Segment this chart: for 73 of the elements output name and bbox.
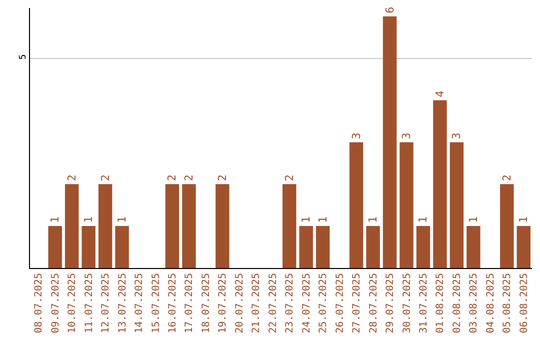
- bar: [299, 226, 313, 268]
- data-label: 2: [216, 174, 229, 182]
- data-label: 1: [116, 216, 129, 224]
- bar: [115, 226, 129, 268]
- bar: [165, 184, 180, 268]
- x-tick-label: 26.07.2025: [334, 273, 346, 334]
- data-label: 1: [416, 216, 430, 224]
- x-tick-label: 16.07.2025: [167, 273, 178, 334]
- bar: [48, 226, 62, 268]
- bar: [516, 226, 530, 268]
- bar: [98, 184, 112, 268]
- bar: [282, 184, 296, 268]
- x-tick-label: 25.07.2025: [318, 273, 330, 334]
- bar: [466, 226, 480, 268]
- bar: [433, 100, 447, 268]
- x-tick-label: 29.07.2025: [385, 273, 396, 334]
- y-tick-label: 5: [18, 54, 28, 60]
- bar: [82, 226, 96, 268]
- data-label: 2: [166, 174, 179, 182]
- data-label: 6: [383, 6, 396, 14]
- x-tick-label: 14.07.2025: [134, 273, 146, 334]
- x-tick-label: 23.07.2025: [284, 273, 296, 334]
- bar: [182, 184, 196, 268]
- data-label: 3: [400, 132, 413, 140]
- x-tick-label: 13.07.2025: [117, 273, 128, 334]
- bar: [382, 16, 397, 268]
- x-tick-label: 18.07.2025: [200, 273, 212, 334]
- data-label: 2: [182, 174, 196, 182]
- bar: [64, 184, 79, 268]
- bar: [316, 226, 330, 268]
- bar: [349, 142, 364, 268]
- x-tick-label: 15.07.2025: [150, 273, 162, 334]
- data-label: 1: [517, 216, 530, 224]
- x-tick-label: 06.08.2025: [518, 273, 530, 334]
- x-tick-label: 10.07.2025: [67, 273, 78, 334]
- x-tick-label: 02.08.2025: [452, 273, 463, 334]
- data-label: 2: [65, 174, 78, 182]
- x-tick-label: 09.07.2025: [50, 273, 62, 334]
- data-label: 2: [282, 174, 296, 182]
- data-label: 3: [350, 132, 363, 140]
- x-tick-label: 21.07.2025: [251, 273, 262, 334]
- data-label: 1: [48, 216, 62, 224]
- data-label: 2: [500, 174, 514, 182]
- bar: [400, 142, 414, 268]
- x-tick-label: 24.07.2025: [301, 273, 312, 334]
- data-label: 1: [366, 216, 380, 224]
- x-tick-label: 28.07.2025: [368, 273, 380, 334]
- x-tick-label: 01.08.2025: [435, 273, 446, 334]
- data-label: 1: [466, 216, 480, 224]
- x-tick-label: 31.07.2025: [418, 273, 430, 334]
- x-tick-label: 04.08.2025: [485, 273, 496, 334]
- bar: [450, 142, 464, 268]
- data-label: 1: [300, 216, 313, 224]
- x-tick-label: 22.07.2025: [268, 273, 279, 334]
- x-tick-label: 12.07.2025: [100, 273, 112, 334]
- data-label: 2: [98, 174, 112, 182]
- data-label: 1: [316, 216, 330, 224]
- x-tick-label: 11.07.2025: [84, 273, 95, 334]
- bar: [500, 184, 514, 268]
- bar: [366, 226, 380, 268]
- data-label: 3: [450, 132, 464, 140]
- bar: [416, 226, 430, 268]
- x-tick-label: 08.07.2025: [34, 273, 45, 334]
- x-tick-label: 20.07.2025: [234, 273, 246, 334]
- x-tick-label: 05.08.2025: [502, 273, 514, 334]
- data-label: 1: [82, 216, 96, 224]
- x-tick-label: 30.07.2025: [402, 273, 413, 334]
- x-tick-label: 03.08.2025: [468, 273, 480, 334]
- x-tick-label: 27.07.2025: [352, 273, 363, 334]
- data-label: 4: [433, 90, 446, 98]
- x-tick-label: 19.07.2025: [218, 273, 229, 334]
- x-tick-label: 17.07.2025: [184, 273, 196, 334]
- bar: [216, 184, 230, 268]
